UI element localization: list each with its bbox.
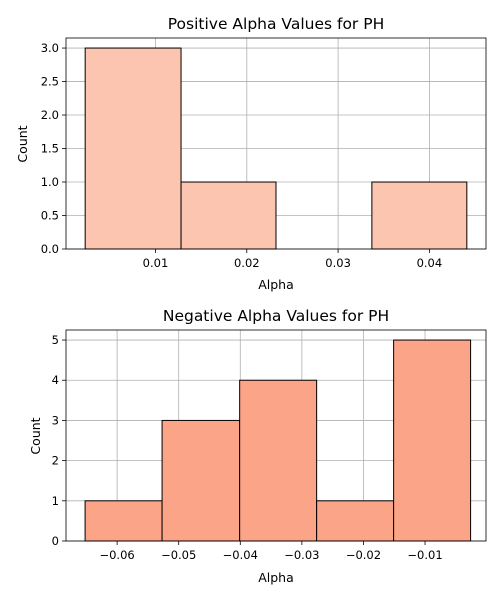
x-tick-label: −0.01 [407,548,442,562]
bars [84,47,468,250]
axes: 0.01 0.02 0.03 0.04 0.0 0.5 1.0 1.5 2.0 2.5 3.0 [41,37,487,270]
y-tick-label: 2.5 [41,75,59,89]
positive-alpha-histogram: Positive Alpha Values for PH Alpha Count… [15,15,487,292]
histogram-bar [316,500,395,542]
y-tick-label: 2 [52,454,59,468]
x-axis-label: Alpha [258,570,294,585]
y-tick-label: 2.0 [41,108,59,122]
y-tick-label: 1.5 [41,142,59,156]
x-tick-label: −0.05 [161,548,196,562]
x-tick-label: 0.01 [143,256,169,270]
x-tick-label: −0.02 [346,548,381,562]
plot-frame [65,37,487,250]
bars [84,339,472,542]
y-tick-label: 3.0 [41,41,59,55]
axes: −0.06 −0.05 −0.04 −0.03 −0.02 −0.01 0 1 2 3 4 5 [52,329,487,562]
plot-frame [65,329,487,542]
chart-title: Negative Alpha Values for PH [163,307,389,325]
chart-title: Positive Alpha Values for PH [168,15,385,33]
x-axis-label: Alpha [258,277,294,292]
x-tick-label: 0.04 [417,256,443,270]
histogram-bar [161,419,241,542]
y-tick-label: 0.5 [41,209,59,223]
y-tick-label: 4 [52,373,59,387]
x-tick-label: 0.02 [234,256,260,270]
x-tick-label: −0.06 [99,548,134,562]
x-tick-label: −0.04 [223,548,258,562]
x-tick-label: 0.03 [325,256,351,270]
y-tick-label: 3 [52,413,59,427]
histogram-bar [239,379,318,542]
y-tick-label: 0.0 [41,242,59,256]
histogram-bar [84,500,163,542]
histogram-bar [371,181,468,250]
y-tick-label: 1 [52,494,59,508]
y-axis-label: Count [28,417,43,454]
histogram-bar [84,47,182,250]
histogram-bar [180,181,277,250]
y-tick-label: 5 [52,333,59,347]
y-axis-label: Count [15,125,30,162]
negative-alpha-histogram: Negative Alpha Values for PH Alpha Count… [28,307,487,585]
y-tick-label: 0 [52,534,59,548]
histogram-bar [393,339,472,542]
y-tick-label: 1.0 [41,175,59,189]
x-tick-label: −0.03 [284,548,319,562]
